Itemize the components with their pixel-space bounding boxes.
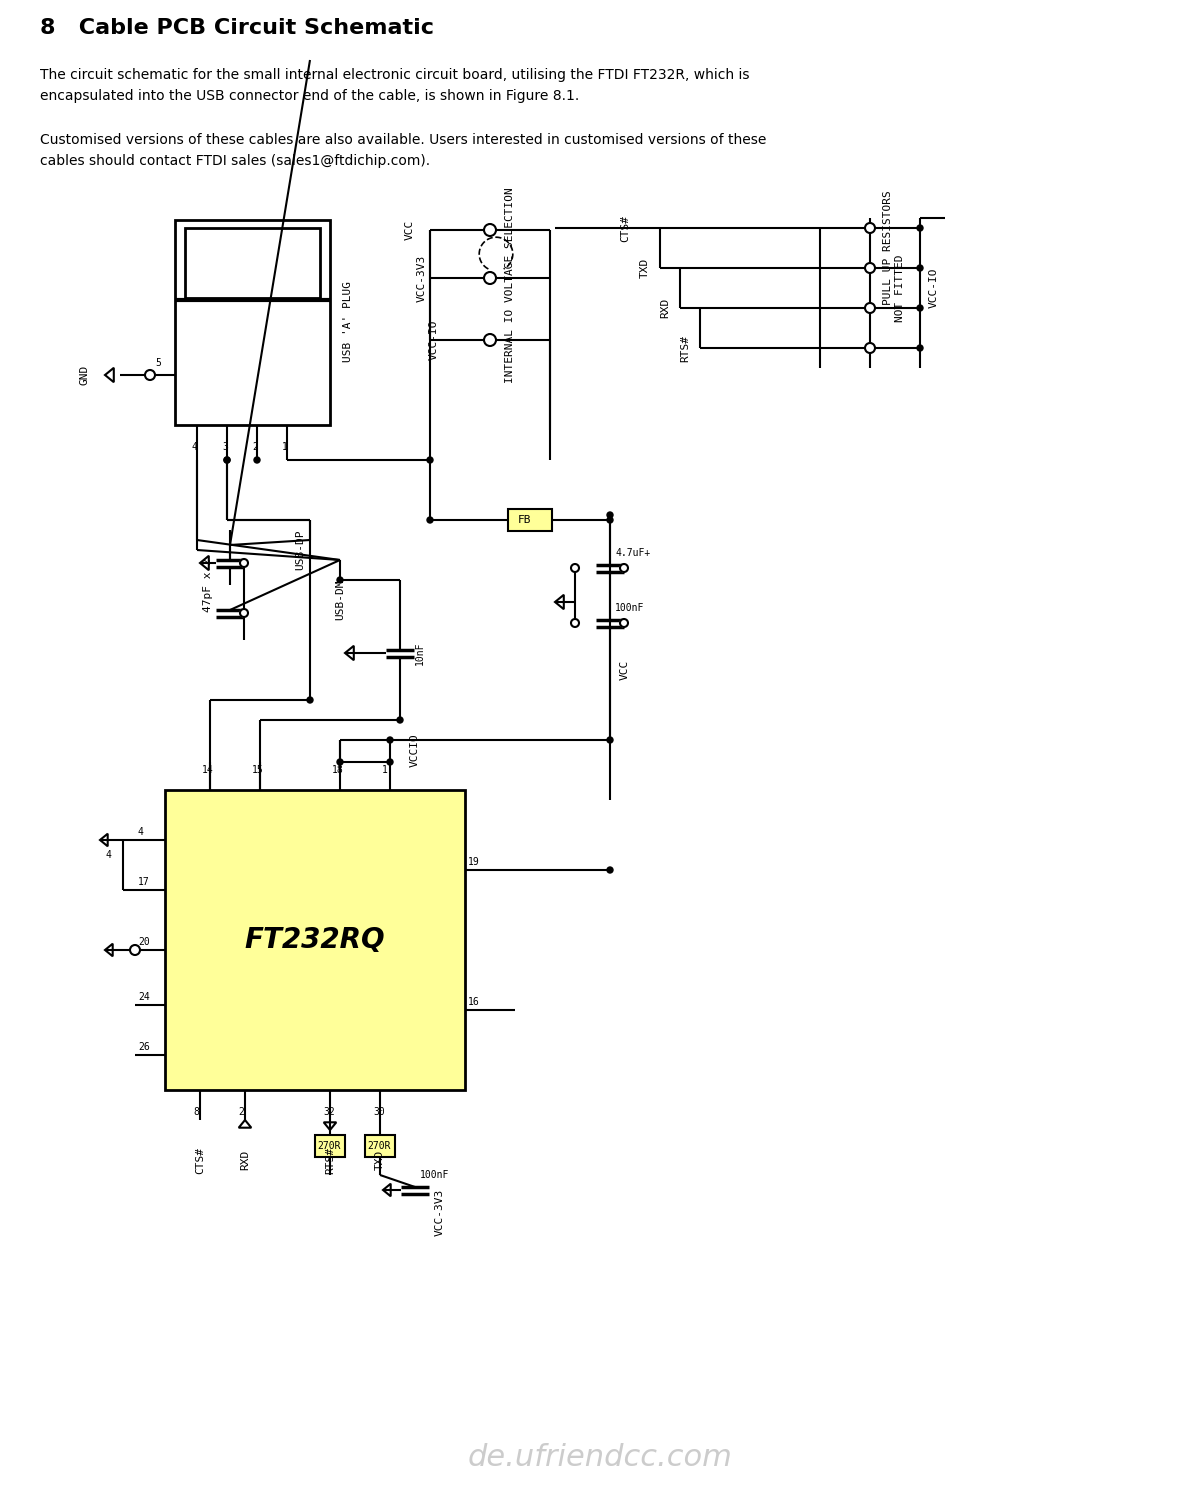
Text: NOT FITTED: NOT FITTED <box>895 254 905 322</box>
Circle shape <box>427 457 433 463</box>
Text: 5: 5 <box>155 358 161 367</box>
Text: RTS#: RTS# <box>325 1147 335 1173</box>
Circle shape <box>917 264 923 272</box>
Text: FT232RQ: FT232RQ <box>245 926 385 954</box>
Text: PULL UP RESISTORS: PULL UP RESISTORS <box>883 191 893 306</box>
Circle shape <box>130 945 140 956</box>
Circle shape <box>427 517 433 523</box>
Text: 18: 18 <box>332 764 343 775</box>
Text: The circuit schematic for the small internal electronic circuit board, utilising: The circuit schematic for the small inte… <box>40 69 750 103</box>
Text: TXD: TXD <box>374 1150 385 1171</box>
Text: 30: 30 <box>373 1106 385 1117</box>
Text: 19: 19 <box>468 857 480 867</box>
Text: 2: 2 <box>238 1106 244 1117</box>
Text: 4: 4 <box>138 827 144 838</box>
Text: FB: FB <box>518 515 532 526</box>
Circle shape <box>607 867 613 873</box>
Text: 32: 32 <box>323 1106 335 1117</box>
Text: USB-DM: USB-DM <box>335 579 346 620</box>
Text: RXD: RXD <box>240 1150 250 1171</box>
Circle shape <box>865 343 875 352</box>
Text: 4: 4 <box>106 850 110 860</box>
Text: 3: 3 <box>222 442 228 452</box>
Bar <box>185 228 320 299</box>
Circle shape <box>240 558 248 567</box>
Text: Customised versions of these cables are also available. Users interested in cust: Customised versions of these cables are … <box>40 133 767 167</box>
Text: 20: 20 <box>138 938 150 947</box>
Text: de.ufriendcc.com: de.ufriendcc.com <box>468 1444 732 1472</box>
Circle shape <box>571 620 580 627</box>
Text: 8: 8 <box>193 1106 199 1117</box>
Text: CTS#: CTS# <box>194 1147 205 1173</box>
Text: 8   Cable PCB Circuit Schematic: 8 Cable PCB Circuit Schematic <box>40 18 434 37</box>
Circle shape <box>571 564 580 572</box>
Text: 10nF: 10nF <box>415 642 425 664</box>
Text: 4: 4 <box>192 442 198 452</box>
Circle shape <box>865 222 875 233</box>
Circle shape <box>607 512 613 518</box>
Circle shape <box>865 263 875 273</box>
Circle shape <box>145 370 155 381</box>
Text: VCC-IO: VCC-IO <box>929 267 940 308</box>
Bar <box>314 1135 346 1157</box>
Text: 100nF: 100nF <box>616 603 644 614</box>
Text: 15: 15 <box>252 764 264 775</box>
Text: VCC: VCC <box>620 660 630 681</box>
Circle shape <box>484 272 496 284</box>
Text: INTERNAL IO VOLTAGE SELECTION: INTERNAL IO VOLTAGE SELECTION <box>505 187 515 382</box>
Circle shape <box>917 225 923 231</box>
Text: VCC-3V3: VCC-3V3 <box>436 1188 445 1236</box>
Text: USB-DP: USB-DP <box>295 530 305 570</box>
Text: RTS#: RTS# <box>680 334 690 361</box>
Text: USB 'A' PLUG: USB 'A' PLUG <box>343 282 353 363</box>
Text: 14: 14 <box>202 764 214 775</box>
Text: TXD: TXD <box>640 258 650 278</box>
Circle shape <box>337 576 343 582</box>
Circle shape <box>620 564 628 572</box>
Circle shape <box>254 457 260 463</box>
Circle shape <box>224 457 230 463</box>
Text: 2: 2 <box>252 442 258 452</box>
Text: 17: 17 <box>138 876 150 887</box>
Bar <box>175 219 330 426</box>
Circle shape <box>607 738 613 744</box>
Bar <box>166 790 466 1090</box>
Circle shape <box>917 345 923 351</box>
Bar <box>365 1135 395 1157</box>
Text: 270R: 270R <box>317 1141 341 1151</box>
Text: 16: 16 <box>468 997 480 1006</box>
Text: CTS#: CTS# <box>620 215 630 242</box>
Circle shape <box>865 303 875 314</box>
Text: RXD: RXD <box>660 299 670 318</box>
Circle shape <box>386 758 394 764</box>
Text: VCC-3V3: VCC-3V3 <box>418 254 427 302</box>
Text: VCC: VCC <box>406 219 415 240</box>
Circle shape <box>397 717 403 723</box>
Text: 47pF x 2: 47pF x 2 <box>203 558 214 612</box>
Bar <box>508 509 552 532</box>
Text: 100nF: 100nF <box>420 1171 449 1179</box>
Text: 270R: 270R <box>367 1141 390 1151</box>
Circle shape <box>337 758 343 764</box>
Text: 26: 26 <box>138 1042 150 1053</box>
Circle shape <box>620 620 628 627</box>
Text: VCCIO: VCCIO <box>410 733 420 767</box>
Text: GND: GND <box>80 364 90 385</box>
Text: 4.7uF+: 4.7uF+ <box>616 548 650 558</box>
Circle shape <box>240 609 248 617</box>
Text: 24: 24 <box>138 991 150 1002</box>
Circle shape <box>224 457 230 463</box>
Circle shape <box>484 334 496 346</box>
Circle shape <box>607 517 613 523</box>
Circle shape <box>917 305 923 311</box>
Circle shape <box>307 697 313 703</box>
Text: VCC-IO: VCC-IO <box>430 320 439 360</box>
Text: 1: 1 <box>382 764 388 775</box>
Circle shape <box>386 738 394 744</box>
Circle shape <box>484 224 496 236</box>
Text: 1: 1 <box>282 442 288 452</box>
